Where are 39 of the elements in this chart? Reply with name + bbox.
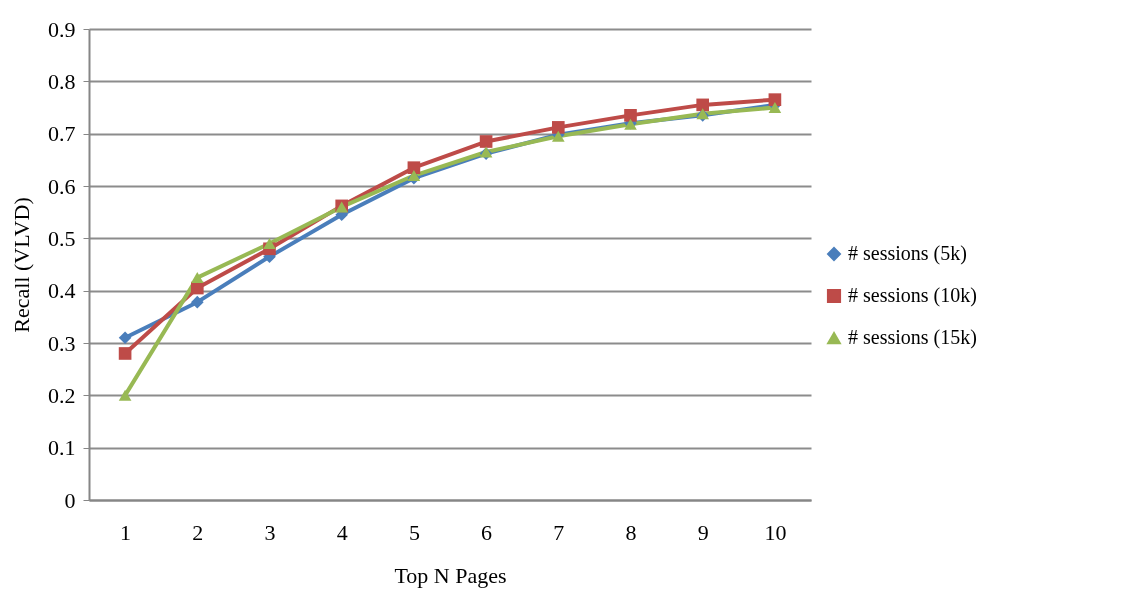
x-tick-label: 7	[553, 519, 565, 545]
point	[118, 331, 132, 345]
y-tick-label: 0.2	[48, 382, 76, 408]
point	[696, 98, 710, 112]
point	[479, 135, 493, 148]
legend-label: # sessions (5k)	[848, 242, 967, 265]
x-tick-label: 4	[336, 519, 348, 545]
point	[768, 93, 782, 106]
x-tick-label: 3	[264, 519, 276, 545]
y-tick-label: 0.7	[48, 121, 76, 147]
x-tick-label: 9	[697, 519, 709, 545]
x-tick-label: 2	[192, 519, 204, 545]
y-tick-label: 0.1	[48, 435, 76, 461]
y-tick-label: 0	[64, 487, 76, 513]
x-tick-label: 10	[764, 519, 787, 545]
point	[768, 102, 782, 113]
point	[190, 281, 204, 295]
legend-label: # sessions (10k)	[848, 284, 977, 307]
point	[624, 109, 637, 122]
y-tick-label: 0.5	[48, 225, 76, 251]
point	[190, 295, 204, 309]
y-tick-label: 0.9	[48, 16, 76, 42]
x-axis-title: Top N Pages	[394, 562, 507, 588]
point	[551, 121, 565, 134]
point	[118, 347, 132, 360]
y-tick-label: 0.6	[48, 173, 76, 199]
legend-label: # sessions (15k)	[848, 326, 977, 349]
x-tick-label: 8	[625, 519, 637, 545]
y-tick-label: 0.3	[48, 330, 76, 356]
x-tick-label: 6	[481, 519, 493, 545]
y-tick-label: 0.4	[48, 278, 76, 304]
point	[190, 272, 204, 284]
point	[118, 389, 132, 401]
y-axis-title: Recall (VLVD)	[9, 197, 34, 333]
point	[407, 161, 421, 175]
y-tick-label: 0.8	[48, 68, 76, 94]
x-tick-label: 5	[408, 519, 420, 545]
x-tick-label: 1	[120, 519, 132, 545]
point	[263, 238, 276, 250]
